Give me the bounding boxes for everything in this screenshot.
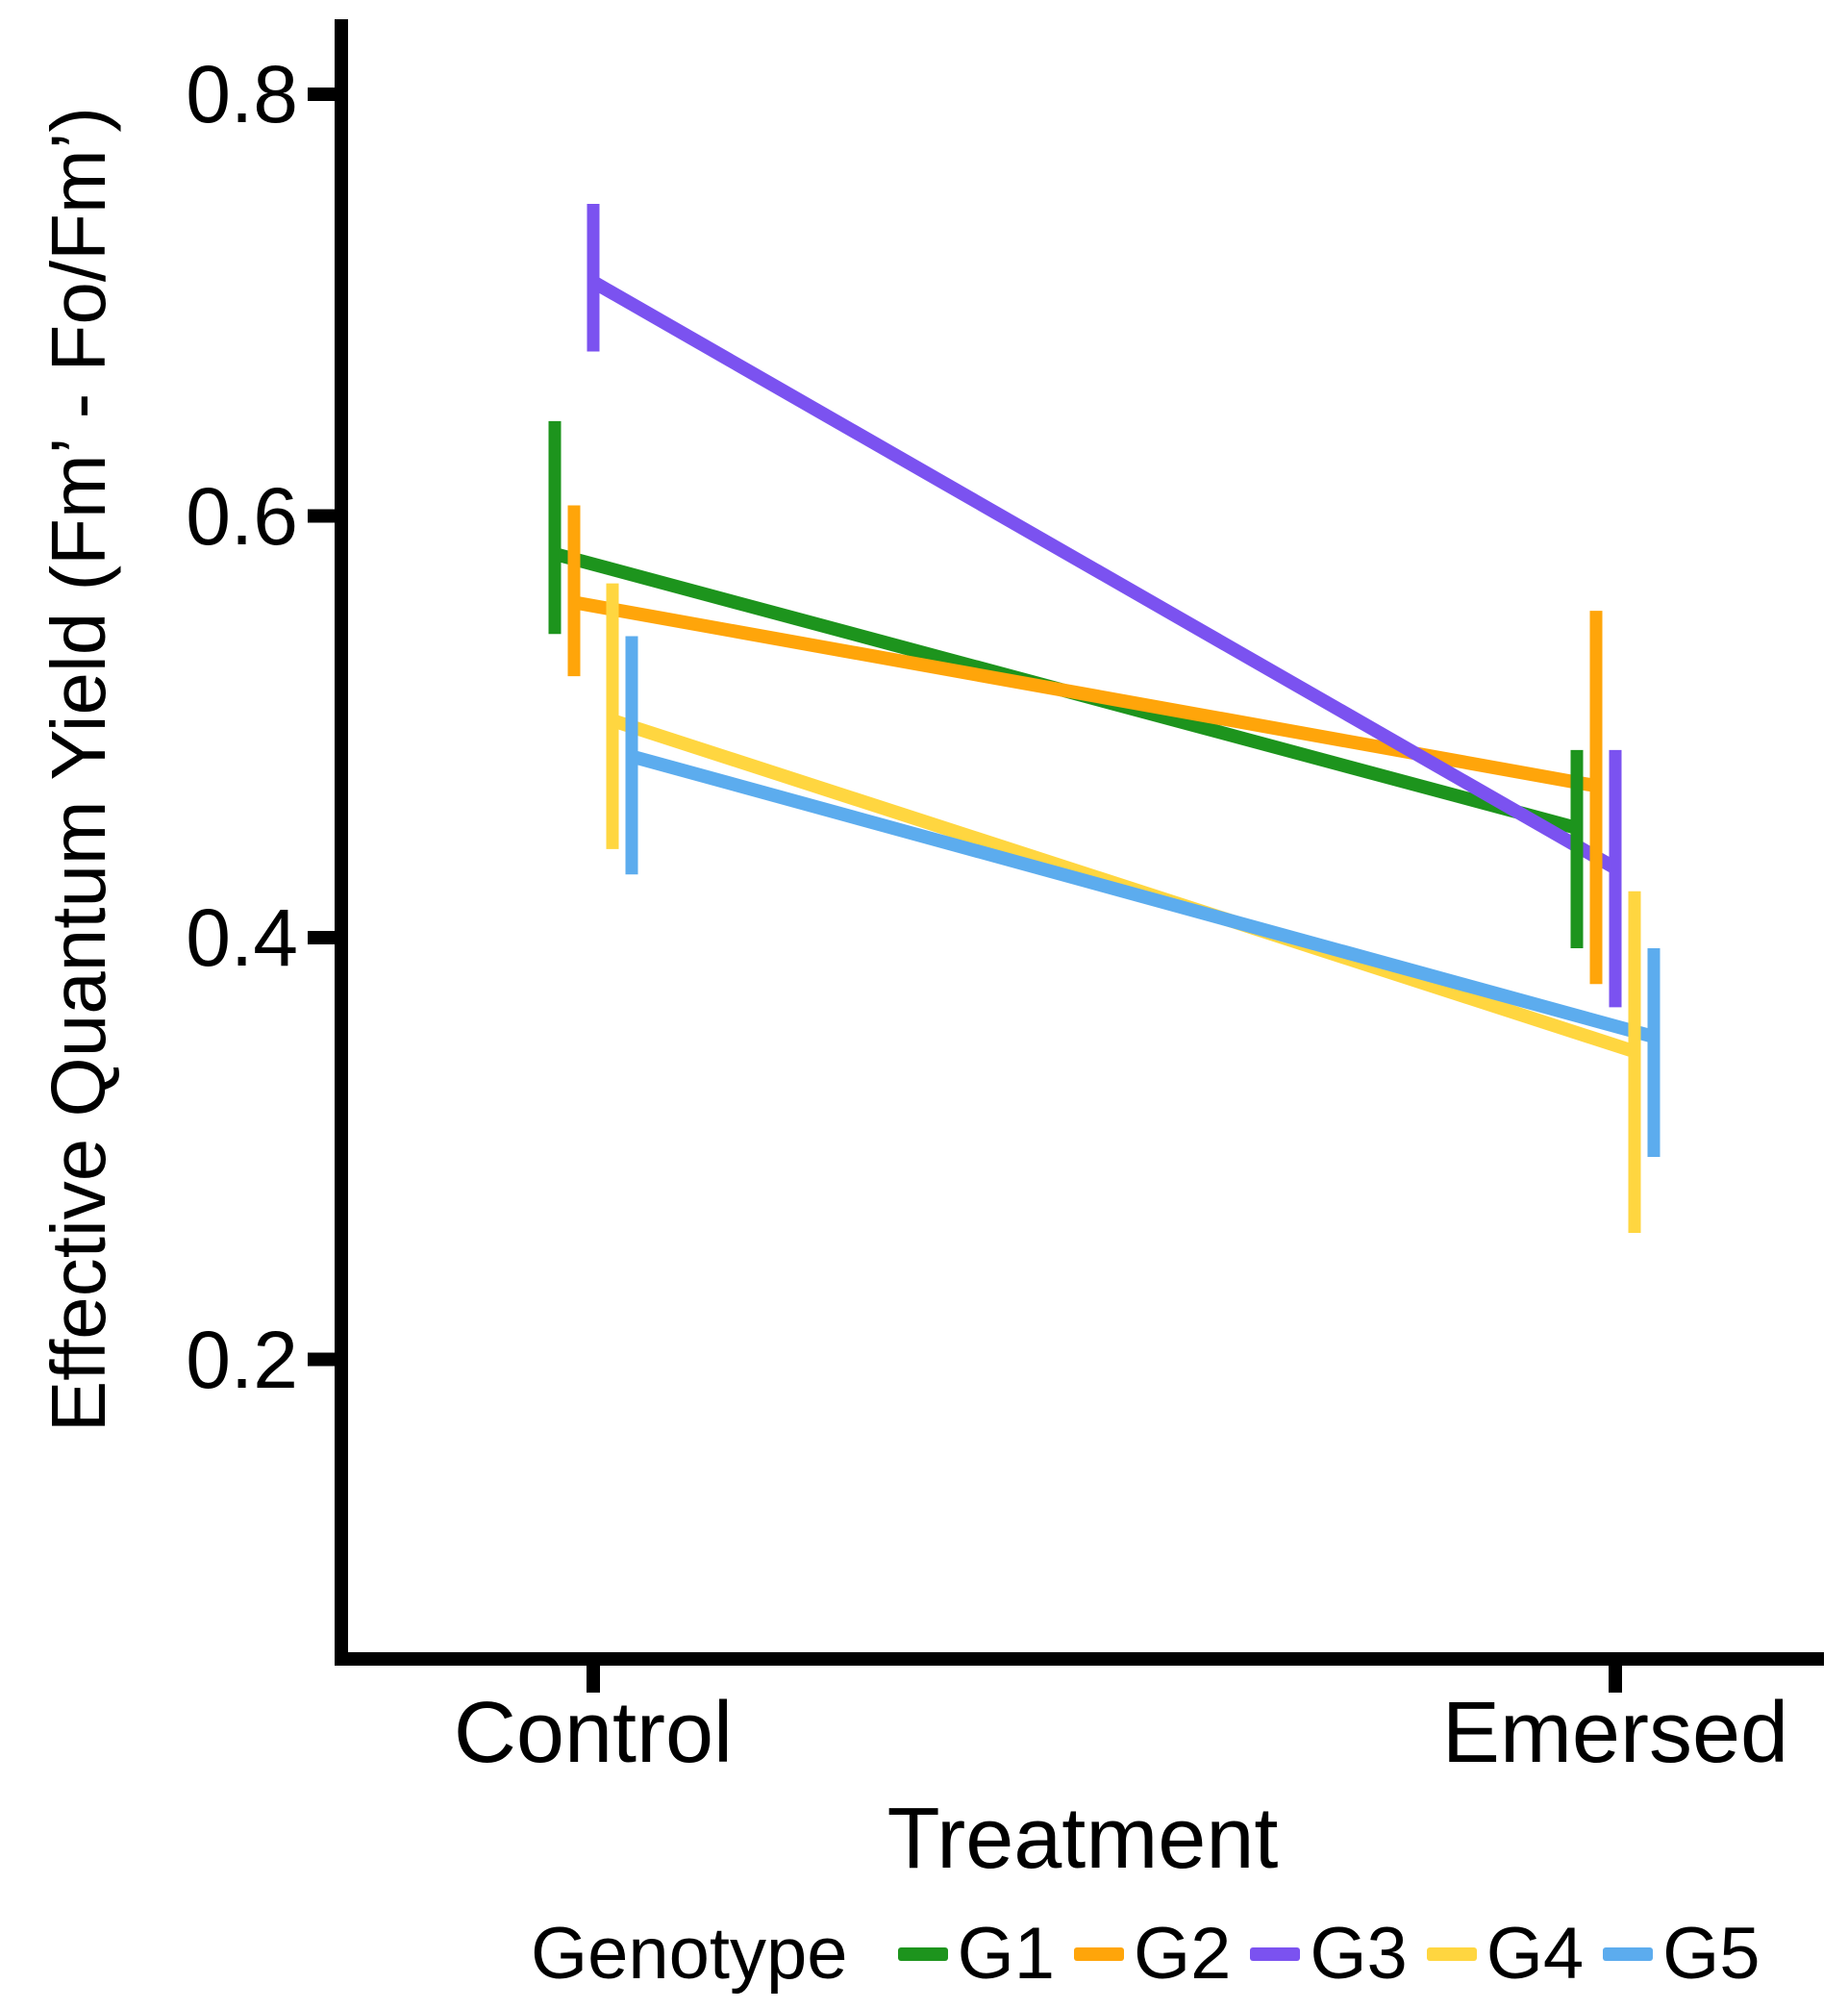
y-tick-0.6 (308, 509, 335, 523)
x-axis-title: Treatment (887, 1791, 1279, 1887)
y-tick-label-0.8: 0.8 (186, 49, 298, 139)
y-tick-label-0.2: 0.2 (186, 1314, 298, 1405)
legend-label-g1: G1 (957, 1913, 1055, 1995)
legend-item-g5: G5 (1603, 1912, 1761, 1996)
series-line-G5 (630, 749, 1656, 1043)
series-line-G3 (589, 276, 1619, 874)
y-tick-0.4 (308, 931, 335, 944)
legend-key-g2 (1073, 1947, 1124, 1961)
legend-title: Genotype (531, 1913, 848, 1995)
x-tick-label-emersed: Emersed (1441, 1685, 1789, 1781)
legend-item-g3: G3 (1250, 1912, 1408, 1996)
legend-items: G1 G2 G3 G4 G5 (897, 1912, 1780, 1996)
legend-key-g1 (897, 1947, 948, 1961)
legend-key-g5 (1603, 1947, 1654, 1961)
y-tick-0.8 (308, 88, 335, 101)
legend-label-g3: G3 (1310, 1913, 1408, 1995)
legend-label-g2: G2 (1133, 1913, 1232, 1995)
x-tick-label-control: Control (453, 1685, 734, 1781)
legend-item-g1: G1 (897, 1912, 1055, 1996)
y-tick-label-0.6: 0.6 (186, 470, 298, 562)
legend-label-g4: G4 (1486, 1913, 1585, 1995)
y-axis-line (335, 19, 348, 1666)
x-tick-control (587, 1666, 600, 1693)
x-axis-line (335, 1652, 1824, 1666)
y-tick-label-0.4: 0.4 (186, 892, 298, 983)
legend-key-g3 (1250, 1947, 1301, 1961)
legend: Genotype G1 G2 G3 G4 G5 (531, 1912, 1780, 1996)
legend-key-g4 (1426, 1947, 1477, 1961)
x-tick-emersed (1609, 1666, 1622, 1693)
y-tick-0.2 (308, 1352, 335, 1367)
legend-item-g4: G4 (1426, 1912, 1585, 1996)
legend-item-g2: G2 (1073, 1912, 1232, 1996)
legend-label-g5: G5 (1662, 1913, 1761, 1995)
